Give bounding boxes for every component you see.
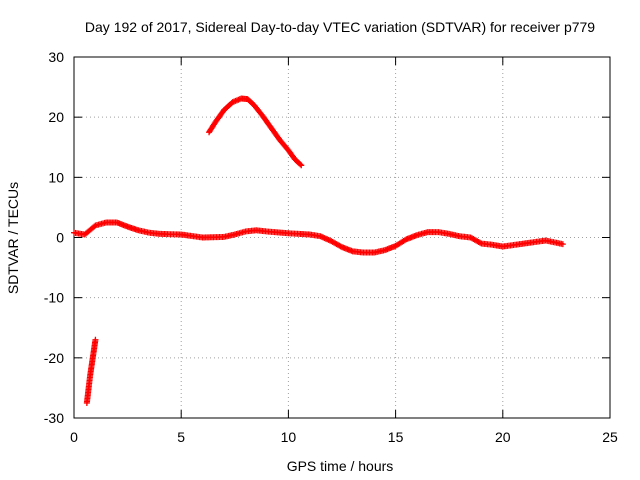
y-tick-label: -20 <box>44 350 64 366</box>
data-point <box>477 239 484 246</box>
x-tick-label: 5 <box>177 429 185 445</box>
y-tick-label: 0 <box>56 230 64 246</box>
grid <box>74 57 610 418</box>
data-point <box>297 161 304 168</box>
y-tick-label: 30 <box>48 49 64 65</box>
x-tick-label: 10 <box>281 429 297 445</box>
chart-title: Day 192 of 2017, Sidereal Day-to-day VTE… <box>85 19 595 35</box>
y-tick-label: 20 <box>48 109 64 125</box>
data-point <box>559 241 566 248</box>
y-tick-label: -10 <box>44 290 64 306</box>
series-main-arc <box>71 219 566 256</box>
y-tick-label: -30 <box>44 410 64 426</box>
x-axis-label: GPS time / hours <box>287 458 394 474</box>
data-point <box>298 162 305 169</box>
series-steep-low-arc <box>83 336 99 406</box>
x-tick-label: 15 <box>388 429 404 445</box>
y-tick-label: 10 <box>48 169 64 185</box>
data-point <box>92 336 99 343</box>
y-axis-label: SDTVAR / TECUs <box>5 182 21 294</box>
x-tick-label: 20 <box>495 429 511 445</box>
x-tick-label: 0 <box>70 429 78 445</box>
data-point <box>337 243 344 250</box>
data-points <box>71 95 566 406</box>
x-tick-label: 25 <box>602 429 618 445</box>
series-high-arc <box>206 95 305 169</box>
axis-ticks: 0 5 10 15 20 25 -30 -20 -10 0 10 20 30 <box>44 49 618 445</box>
